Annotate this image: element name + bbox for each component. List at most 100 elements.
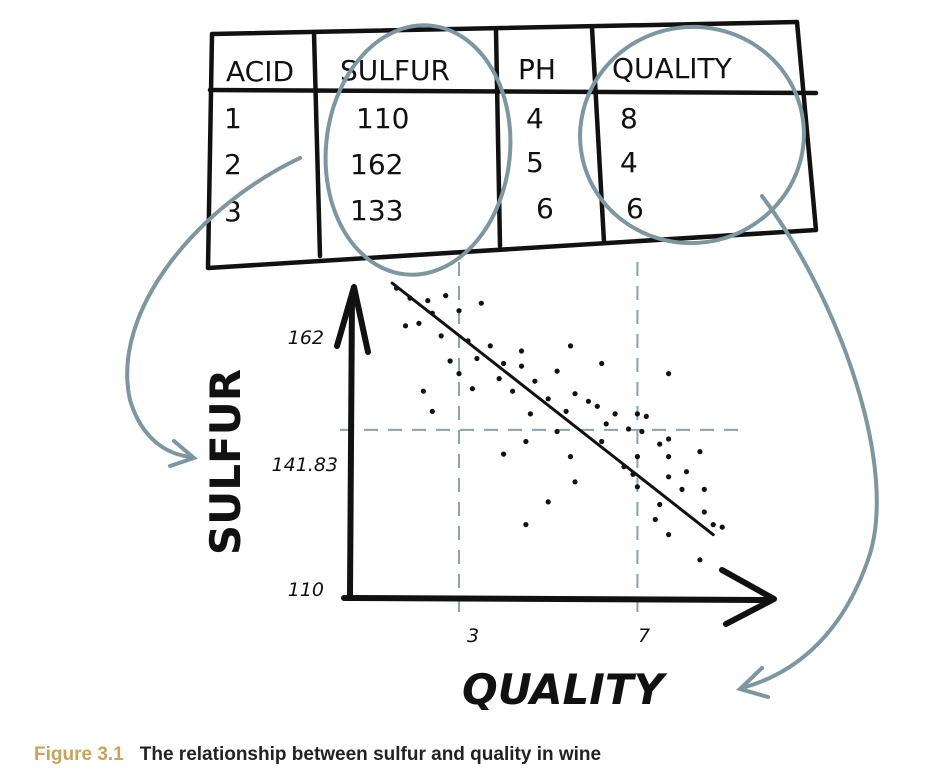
- table-header-rule: [207, 87, 819, 96]
- trend-line: [390, 281, 715, 537]
- data-point: [603, 421, 609, 427]
- data-point: [545, 396, 551, 402]
- chart: 162 141.83 110 3 7 QUALITY SULFUR: [201, 262, 777, 714]
- y-tick-label: 162: [288, 327, 324, 349]
- y-axis: [347, 293, 355, 599]
- y-tick-label: 110: [288, 579, 324, 601]
- figure-number: Figure 3.1: [34, 744, 124, 765]
- data-point: [683, 469, 690, 475]
- data-point: [657, 501, 663, 508]
- table-cell: 5: [526, 146, 544, 179]
- data-point: [710, 522, 716, 528]
- table-header-quality: QUALITY: [612, 52, 733, 85]
- data-point: [585, 398, 592, 404]
- x-tick-label: 3: [467, 625, 479, 647]
- data-point: [652, 516, 658, 523]
- data-point: [501, 360, 507, 367]
- data-point: [501, 451, 507, 457]
- data-point: [666, 371, 672, 377]
- data-point: [438, 333, 444, 339]
- data-point: [572, 479, 578, 485]
- data-point: [666, 454, 672, 460]
- table-col-divider: [589, 25, 607, 245]
- table-cell: 162: [350, 148, 403, 181]
- data-point: [478, 300, 484, 306]
- data-point: [719, 524, 725, 530]
- data-points: [394, 285, 725, 563]
- data-point: [527, 411, 534, 417]
- table-header-sulfur: SULFUR: [340, 54, 450, 87]
- data-point: [518, 348, 525, 354]
- table-col-divider: [493, 27, 503, 249]
- data-point: [594, 403, 600, 409]
- x-tick-label: 7: [638, 625, 650, 647]
- data-point: [599, 360, 605, 367]
- table-cell: 6: [626, 192, 644, 225]
- data-point: [563, 408, 569, 414]
- data-point: [429, 408, 435, 414]
- data-point: [666, 532, 672, 538]
- data-point: [643, 413, 649, 419]
- sulfur-arrow: [125, 156, 302, 459]
- y-axis-arrowhead-icon: [334, 284, 371, 355]
- table-cell: 2: [224, 148, 242, 181]
- data-point: [402, 323, 409, 329]
- data-point: [474, 355, 480, 362]
- table-cell: 4: [620, 146, 638, 179]
- figure-caption: Figure 3.1 The relationship between sulfu…: [34, 744, 601, 766]
- table-cell: 4: [526, 102, 544, 135]
- data-point: [523, 522, 529, 528]
- data-point: [572, 391, 578, 397]
- data-table: [205, 19, 819, 271]
- y-tick-label: 141.83: [272, 454, 338, 476]
- data-point: [554, 428, 560, 435]
- data-point: [701, 509, 707, 515]
- data-point: [469, 386, 475, 392]
- data-point: [532, 378, 538, 384]
- data-point: [509, 388, 516, 394]
- data-point: [666, 436, 672, 442]
- data-point: [456, 371, 462, 377]
- data-point: [697, 557, 703, 563]
- x-axis-arrowhead-icon: [719, 567, 777, 627]
- data-point: [523, 438, 529, 445]
- axes: [334, 284, 777, 627]
- data-point: [443, 293, 449, 299]
- data-point: [639, 428, 645, 435]
- data-point: [679, 486, 685, 492]
- table-col-divider: [311, 30, 323, 259]
- data-point: [425, 298, 431, 304]
- data-point: [634, 454, 641, 460]
- data-point: [657, 441, 663, 447]
- table-cell: 6: [536, 192, 554, 225]
- table-border: [205, 19, 819, 271]
- sulfur-arrowhead-icon: [168, 439, 198, 468]
- data-point: [554, 368, 560, 374]
- data-point: [518, 363, 525, 369]
- quality-arrowhead-icon: [736, 666, 770, 699]
- data-point: [697, 449, 703, 455]
- y-axis-label: SULFUR: [201, 369, 250, 555]
- tick-labels: 162 141.83 110 3 7: [272, 327, 651, 647]
- data-point: [634, 484, 641, 490]
- annotations: [125, 23, 879, 699]
- data-point: [487, 343, 493, 349]
- data-point: [666, 474, 672, 480]
- table-cell: 110: [356, 102, 409, 135]
- figure-caption-text: The relationship between sulfur and qual…: [139, 744, 602, 765]
- data-point: [612, 411, 618, 417]
- reference-lines: [340, 262, 742, 612]
- table-text: ACID SULFUR PH QUALITY 1 110 4 8 2 162 5…: [224, 52, 733, 228]
- data-point: [599, 438, 605, 445]
- table-header-ph: PH: [518, 53, 556, 86]
- data-point: [447, 358, 453, 364]
- quality-column-circle: [578, 24, 806, 246]
- table-header-acid: ACID: [226, 55, 294, 88]
- data-point: [625, 426, 632, 432]
- table-cell: 1: [224, 102, 242, 135]
- sulfur-column-circle: [323, 23, 513, 277]
- data-point: [456, 308, 462, 314]
- x-axis: [341, 595, 773, 603]
- data-point: [701, 486, 707, 492]
